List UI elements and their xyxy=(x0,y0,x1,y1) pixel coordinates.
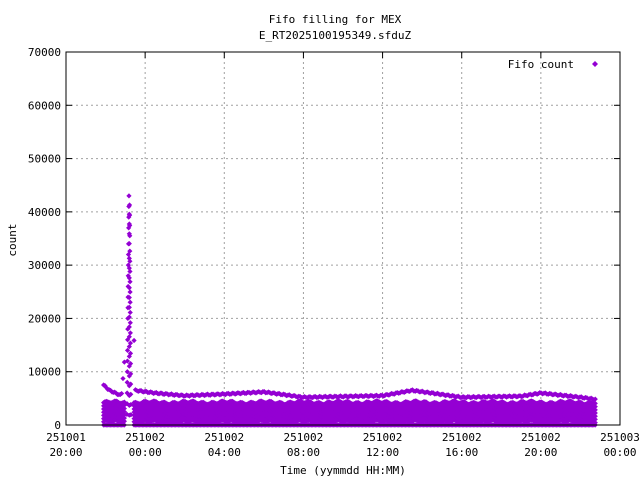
data-point xyxy=(121,405,127,412)
data-point xyxy=(127,350,134,356)
data-point xyxy=(126,392,132,399)
legend-label: Fifo count xyxy=(508,58,574,71)
data-point xyxy=(592,413,598,419)
x-tick-date: 251003 xyxy=(600,431,640,444)
data-point xyxy=(592,404,598,410)
y-tick-label: 30000 xyxy=(28,259,61,272)
data-point xyxy=(592,407,598,413)
data-point xyxy=(121,409,127,415)
data-point xyxy=(126,363,132,369)
x-tick-time: 20:00 xyxy=(524,446,557,459)
data-point xyxy=(592,410,598,416)
data-point xyxy=(125,273,131,279)
data-point xyxy=(127,330,133,336)
x-tick-time: 16:00 xyxy=(445,446,478,459)
x-tick-time: 12:00 xyxy=(366,446,399,459)
data-point xyxy=(124,379,130,385)
chart-subtitle: E_RT2025100195349.sfduZ xyxy=(259,29,412,42)
x-tick-time: 00:00 xyxy=(129,446,162,459)
data-point xyxy=(126,412,132,418)
data-point xyxy=(126,231,132,237)
x-tick-time: 08:00 xyxy=(287,446,320,459)
data-point xyxy=(126,294,132,301)
x-tick-time: 20:00 xyxy=(49,446,82,459)
data-point xyxy=(592,400,598,407)
data-point xyxy=(592,396,598,402)
legend-marker xyxy=(592,61,598,67)
axis-ticks: 0 10000 20000 30000 40000 50000 60000 70000 2510… xyxy=(28,46,640,459)
data-point xyxy=(126,324,132,330)
y-tick-label: 40000 xyxy=(28,206,61,219)
data-point xyxy=(126,334,132,340)
data-points xyxy=(100,193,598,428)
x-tick-date: 251001 xyxy=(46,431,86,444)
data-point xyxy=(126,373,132,379)
y-tick-label: 10000 xyxy=(28,366,61,379)
data-point xyxy=(124,411,130,417)
x-tick-date: 251002 xyxy=(521,431,561,444)
x-tick-time: 00:00 xyxy=(603,446,636,459)
data-point xyxy=(124,347,131,353)
data-point xyxy=(131,337,137,344)
x-tick-date: 251002 xyxy=(125,431,165,444)
data-point xyxy=(127,299,133,305)
data-point xyxy=(126,304,132,310)
data-point xyxy=(121,359,127,365)
data-point xyxy=(126,314,132,320)
data-point xyxy=(124,401,130,407)
data-point xyxy=(592,420,598,426)
data-point xyxy=(127,248,133,254)
data-point xyxy=(126,383,132,389)
data-point xyxy=(127,309,133,316)
y-tick-label: 50000 xyxy=(28,153,61,166)
x-tick-date: 251002 xyxy=(363,431,403,444)
chart-title: Fifo filling for MEX xyxy=(269,13,402,26)
data-point xyxy=(128,381,134,387)
data-point xyxy=(126,202,133,208)
data-point xyxy=(121,418,127,424)
y-tick-label: 20000 xyxy=(28,312,61,325)
y-tick-label: 70000 xyxy=(28,46,61,59)
x-axis-label: Time (yymmdd HH:MM) xyxy=(280,464,406,477)
data-point xyxy=(126,343,132,350)
data-point xyxy=(107,387,114,393)
data-point xyxy=(126,241,132,247)
data-point xyxy=(118,390,125,397)
data-point xyxy=(126,265,132,271)
data-point xyxy=(126,255,132,261)
data-point xyxy=(126,221,132,227)
data-point xyxy=(124,369,130,375)
grid xyxy=(66,52,620,425)
data-point xyxy=(126,275,132,281)
y-tick-label: 60000 xyxy=(28,99,61,112)
x-tick-time: 04:00 xyxy=(208,446,241,459)
data-point xyxy=(126,353,132,359)
plot-frame xyxy=(65,51,621,426)
data-point xyxy=(127,320,133,326)
data-point xyxy=(126,285,132,291)
data-point xyxy=(127,279,133,285)
data-point xyxy=(126,402,132,408)
data-point xyxy=(592,416,598,423)
x-tick-date: 251002 xyxy=(204,431,244,444)
data-point xyxy=(125,326,131,332)
x-tick-date: 251002 xyxy=(284,431,324,444)
data-point xyxy=(126,211,132,217)
data-point xyxy=(121,415,127,421)
y-axis-label: count xyxy=(6,223,19,256)
data-point xyxy=(125,262,131,268)
data-point xyxy=(124,358,131,364)
data-point xyxy=(120,375,126,382)
x-tick-date: 251002 xyxy=(442,431,482,444)
data-point xyxy=(126,193,132,199)
legend: Fifo count xyxy=(508,58,598,71)
data-point xyxy=(128,371,134,377)
data-point xyxy=(127,268,133,275)
data-point xyxy=(127,289,133,295)
y-tick-label: 0 xyxy=(54,419,61,432)
